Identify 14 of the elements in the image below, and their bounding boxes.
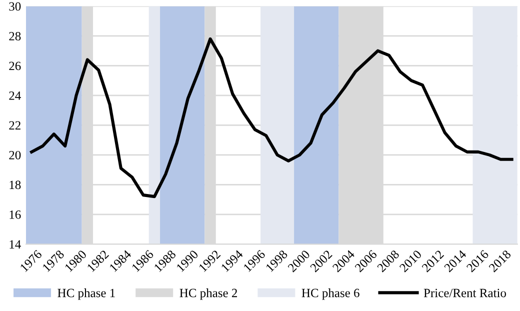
y-tick-label: 26 <box>9 62 21 70</box>
y-tick-label: 24 <box>9 92 21 100</box>
y-tick-label: 28 <box>9 32 21 40</box>
legend-label: HC phase 1 <box>58 288 115 300</box>
y-tick-label: 20 <box>9 150 21 160</box>
y-tick-label: 14 <box>10 240 21 248</box>
legend-label: HC phase 6 <box>302 288 360 300</box>
legend-label: Price/Rent Ratio <box>424 288 506 298</box>
line-series <box>30 37 514 198</box>
y-tick-label: 22 <box>9 121 20 130</box>
y-tick-label: 30 <box>9 2 21 11</box>
legend-label: HC phase 2 <box>180 288 237 300</box>
y-tick-label: 16 <box>10 210 21 219</box>
y-tick-label: 18 <box>10 180 21 190</box>
